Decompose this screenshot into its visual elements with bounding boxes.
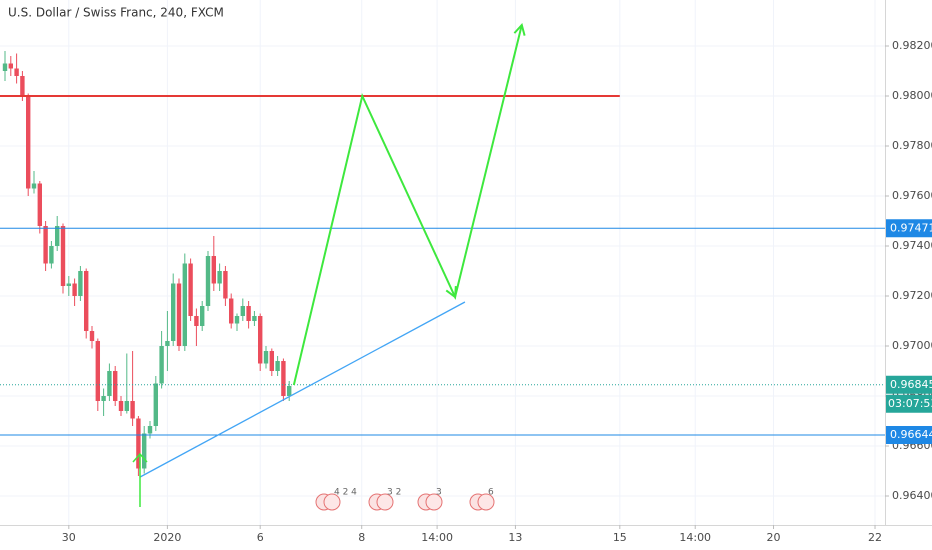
- candle-body: [84, 271, 89, 331]
- price-label: 0.97471: [890, 221, 932, 234]
- candle-body: [217, 271, 222, 284]
- projection-path: [292, 24, 523, 386]
- candle-body: [263, 351, 269, 364]
- candle-body: [37, 183, 43, 226]
- x-tick-label: 13: [508, 531, 522, 544]
- candle-body: [89, 331, 95, 341]
- x-tick-label: 6: [257, 531, 264, 544]
- candle-body: [142, 433, 147, 469]
- candle-body: [118, 401, 124, 411]
- price-label: 0.96644: [890, 428, 932, 441]
- candle-body: [95, 341, 101, 401]
- x-tick-label: 30: [62, 531, 76, 544]
- candle-body: [229, 298, 234, 324]
- event-flag: [425, 493, 443, 511]
- x-tick-label: 8: [358, 531, 365, 544]
- candle-body: [165, 341, 170, 346]
- candle-body: [49, 246, 54, 264]
- candle-body: [101, 396, 106, 401]
- candle-body: [130, 401, 135, 419]
- candle-body: [287, 386, 292, 396]
- x-tick-label: 20: [767, 531, 781, 544]
- candle-body: [281, 361, 286, 396]
- candle-body: [2, 63, 8, 71]
- candle-body: [258, 316, 263, 364]
- candle-body: [194, 316, 199, 326]
- candle-body: [200, 306, 205, 326]
- candle-body: [205, 256, 211, 306]
- candle-body: [188, 263, 193, 316]
- candle-body: [153, 383, 159, 426]
- low-arrowhead: [132, 452, 148, 463]
- event-count: 4 2 4: [334, 488, 357, 498]
- candle-body: [78, 271, 83, 296]
- candle-body: [211, 256, 217, 284]
- projection-arrowhead: [445, 285, 457, 299]
- candle-body: [234, 316, 240, 324]
- candle-body: [113, 371, 118, 401]
- marks: [0, 22, 885, 507]
- countdown-box: [886, 394, 932, 413]
- price-label: 0.96845: [890, 378, 932, 391]
- candle-body: [14, 68, 19, 76]
- candle-body: [124, 401, 130, 411]
- candle-body: [246, 306, 251, 321]
- candle-body: [147, 426, 153, 434]
- candle-body: [240, 306, 246, 316]
- event-count: 6: [488, 488, 494, 498]
- grid: [0, 0, 885, 525]
- x-tick-label: 14:00: [679, 531, 711, 544]
- candle-body: [171, 283, 176, 341]
- candle-body: [60, 226, 66, 286]
- y-tick-label: 0.96400: [892, 489, 932, 502]
- event-flag: [323, 493, 341, 511]
- projection-arrowhead: [513, 22, 526, 36]
- candle-body: [275, 361, 280, 371]
- event-count: 3 2: [387, 488, 401, 498]
- candle-body: [72, 283, 77, 296]
- candle-body: [107, 371, 112, 396]
- event-flag: [477, 493, 495, 511]
- candle-body: [43, 226, 48, 264]
- candle-body: [176, 283, 182, 346]
- countdown: 03:07:53: [888, 397, 932, 410]
- candle-body: [269, 351, 275, 371]
- candle-body: [159, 346, 164, 384]
- x-tick-label: 14:00: [421, 531, 453, 544]
- price-label-box: [886, 426, 932, 444]
- event-count: 3: [436, 488, 442, 498]
- chart-title: U.S. Dollar / Swiss Franc, 240, FXCM: [8, 6, 224, 20]
- candle-body: [136, 418, 141, 469]
- price-label-box: [886, 375, 932, 394]
- candle-body: [252, 316, 257, 321]
- x-tick-label: 22: [868, 531, 882, 544]
- events: 4 2 4 3 2 3 6: [315, 488, 495, 511]
- candle-body: [55, 226, 60, 246]
- x-tick-label: 15: [613, 531, 627, 544]
- candle-body: [223, 271, 228, 299]
- event-flag: [376, 493, 394, 511]
- trendline: [139, 301, 466, 478]
- x-tick-label: 2020: [153, 531, 181, 544]
- candle-body: [31, 183, 37, 189]
- candle-body: [66, 283, 72, 286]
- candle-body: [20, 76, 25, 96]
- candle-body: [26, 96, 31, 189]
- candle-body: [8, 63, 13, 69]
- price-label-box: [886, 219, 932, 238]
- candle-body: [182, 263, 188, 346]
